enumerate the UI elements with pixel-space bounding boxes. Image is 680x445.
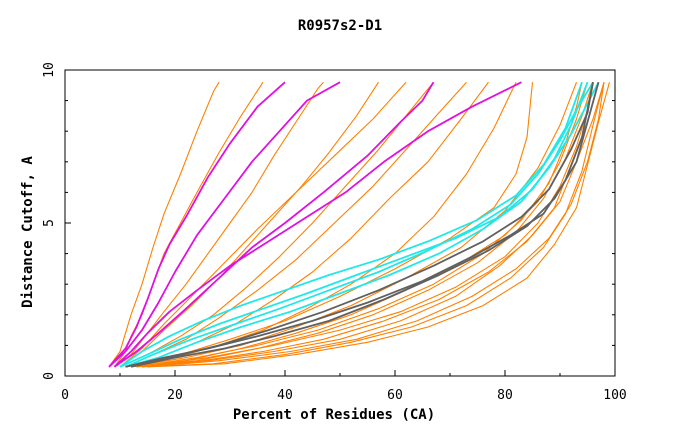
series-line-cyan-26	[125, 81, 594, 368]
x-axis-ticks: 0 20 40 60 80 100	[61, 370, 627, 403]
series-line-cyan-24	[119, 81, 583, 368]
y-axis-label: Distance Cutoff, A	[20, 156, 36, 308]
y-axis-ticks: 0 5 10	[42, 62, 615, 380]
series-line-gray-30	[125, 82, 594, 368]
series-line-orange-0	[108, 81, 220, 368]
x-tick-label-2: 40	[277, 388, 293, 403]
series-line-orange-3	[119, 81, 379, 368]
x-tick-label-4: 80	[497, 388, 513, 403]
y-tick-label-0: 0	[42, 372, 57, 380]
series-line-magenta-22	[113, 81, 522, 368]
x-axis-label: Percent of Residues (CA)	[233, 407, 435, 423]
x-tick-label-0: 0	[61, 388, 69, 403]
series-line-cyan-27	[125, 81, 600, 368]
series-line-orange-14	[147, 82, 605, 368]
series-line-magenta-21	[108, 81, 341, 368]
x-tick-label-5: 100	[603, 388, 626, 403]
x-tick-label-3: 60	[387, 388, 403, 403]
series-line-orange-16	[141, 82, 594, 368]
series-line-orange-5	[125, 81, 467, 368]
series-line-cyan-25	[119, 81, 589, 368]
series-line-magenta-23	[113, 81, 435, 368]
series-layer	[108, 81, 611, 368]
series-line-orange-18	[130, 82, 534, 368]
series-line-magenta-20	[108, 81, 286, 368]
series-line-orange-13	[141, 82, 605, 368]
y-tick-label-2: 10	[42, 62, 57, 78]
chart-title: R0957s2-D1	[298, 18, 382, 34]
series-line-orange-4	[119, 81, 434, 368]
series-line-gray-29	[130, 81, 600, 368]
series-line-orange-15	[147, 82, 611, 368]
y-tick-label-1: 5	[42, 219, 57, 227]
series-line-orange-17	[136, 82, 583, 368]
series-line-orange-19	[119, 81, 407, 368]
x-tick-label-1: 20	[167, 388, 183, 403]
